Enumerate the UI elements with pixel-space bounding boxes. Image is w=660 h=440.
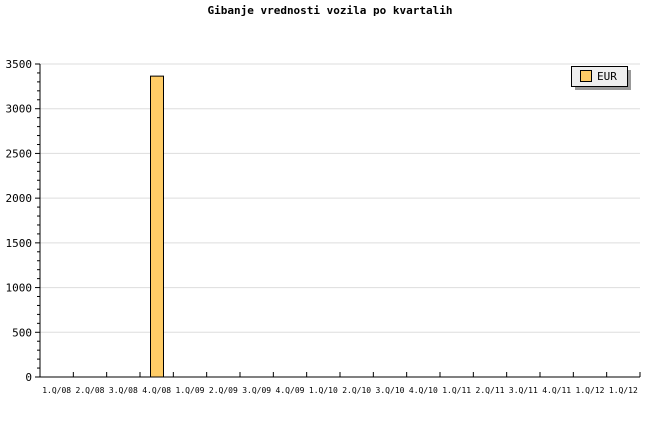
x-tick-label: 3.Q/08 [109,386,138,395]
legend: EUR [571,66,631,90]
y-tick-label: 1500 [6,237,33,250]
x-tick-label: 1.Q/08 [42,386,71,395]
x-tick-label: 3.Q/09 [242,386,271,395]
y-tick-label: 3500 [6,58,33,71]
x-tick-label: 2.Q/08 [76,386,105,395]
y-tick-label: 0 [25,371,32,384]
y-tick-label: 2000 [6,192,33,205]
y-tick-label: 3000 [6,103,33,116]
chart-title: Gibanje vrednosti vozila po kvartalih [207,4,453,17]
x-tick-label: 4.Q/10 [409,386,438,395]
y-tick-label: 1000 [6,282,33,295]
y-tick-label: 2500 [6,147,33,160]
x-tick-label: 2.Q/09 [209,386,238,395]
x-tick-label: 2.Q/10 [342,386,371,395]
x-tick-label: 1.Q/11 [442,386,471,395]
x-tick-label: 3.Q/10 [376,386,405,395]
x-tick-label: 1.Q/12 [609,386,638,395]
x-tick-label: 4.Q/11 [542,386,571,395]
x-tick-label: 1.Q/09 [176,386,205,395]
x-tick-label: 1.Q/12 [576,386,605,395]
legend-label: EUR [597,70,617,83]
x-tick-label: 2.Q/11 [476,386,505,395]
bar [150,75,164,378]
x-tick-label: 4.Q/08 [142,386,171,395]
x-tick-label: 1.Q/10 [309,386,338,395]
y-tick-label: 500 [12,326,32,339]
x-tick-label: 3.Q/11 [509,386,538,395]
legend-swatch [580,70,592,82]
x-tick-label: 4.Q/09 [276,386,305,395]
